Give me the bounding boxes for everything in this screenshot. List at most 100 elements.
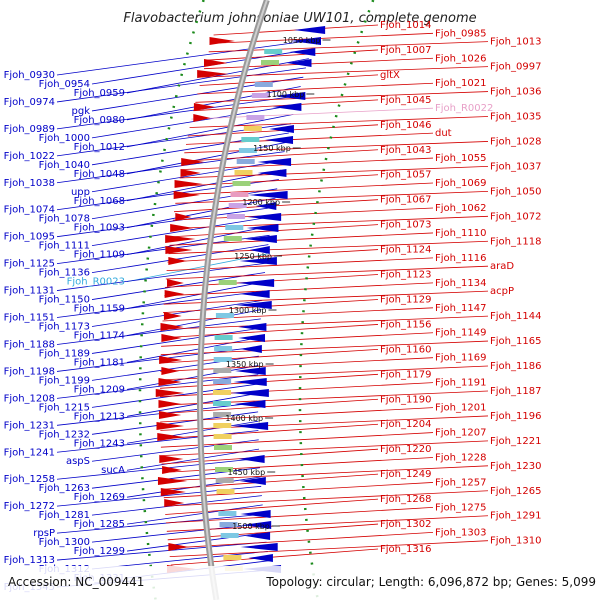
right-connector-line: [167, 249, 379, 263]
forward-feature-arrow: [156, 422, 185, 430]
forward-gene-label: Fjoh_1149: [435, 328, 486, 339]
left-connector-line: [56, 374, 259, 399]
right-connector-line: [161, 448, 379, 465]
forward-gene-label: gltX: [380, 70, 400, 81]
forward-feature-arrow: [193, 103, 216, 111]
reverse-gene-label: Fjoh_0980: [74, 115, 125, 126]
reverse-feature-arrow: [240, 543, 278, 551]
forward-gene-label: Fjoh_1014: [380, 20, 431, 31]
right-connector-line: [161, 440, 489, 456]
forward-gene-label: Fjoh_1124: [380, 245, 431, 256]
left-connector-line: [126, 365, 259, 390]
right-connector-line: [160, 340, 489, 356]
reverse-feature-arrow: [234, 367, 266, 375]
forward-gene-label: Fjoh_1110: [435, 228, 486, 239]
forward-gene-label: Fjoh_1165: [490, 336, 541, 347]
reverse-gene-label: Fjoh_1136: [39, 268, 90, 279]
cog-feature-block: [226, 214, 245, 219]
reverse-feature-arrow: [232, 422, 269, 430]
gene-labels: Fjoh_0930Fjoh_0954Fjoh_0959Fjoh_0974pgkF…: [4, 20, 542, 593]
reverse-feature-arrow: [239, 290, 270, 298]
reverse-feature-arrow: [264, 136, 294, 144]
forward-gene-label: Fjoh_1303: [435, 527, 486, 538]
left-connector-line: [126, 504, 263, 525]
forward-gene-label: Fjoh_1310: [490, 536, 541, 547]
reverse-gene-label: Fjoh_1151: [4, 313, 55, 324]
cog-feature-block: [213, 401, 231, 406]
reverse-gene-label: Fjoh_1213: [74, 411, 125, 422]
left-connector-line: [56, 513, 264, 534]
cog-feature-block: [215, 313, 234, 318]
reverse-gene-label: Fjoh_1243: [74, 438, 125, 449]
reverse-gene-label: Fjoh_1281: [39, 510, 90, 521]
forward-gene-label: Fjoh_1220: [380, 444, 431, 455]
right-connector-line: [166, 515, 489, 532]
scale-tick-label: 1200 kbp: [242, 198, 280, 207]
reverse-feature-arrow: [269, 125, 294, 133]
right-connector-line: [170, 548, 379, 566]
forward-feature-arrow: [158, 400, 182, 408]
forward-feature-arrow: [160, 323, 184, 331]
forward-feature-arrow: [157, 433, 184, 441]
cog-feature-block: [236, 159, 255, 164]
reverse-gene-label: Fjoh_0959: [74, 88, 125, 99]
scale-tick-label: 1300 kbp: [229, 306, 267, 315]
right-connector-line: [185, 132, 434, 145]
forward-gene-label: Fjoh_1067: [380, 195, 431, 206]
right-connector-line: [201, 66, 489, 78]
forward-gene-label: Fjoh_1228: [435, 453, 486, 464]
cog-feature-block: [219, 522, 238, 527]
reverse-gene-label: Fjoh_1272: [4, 501, 55, 512]
reverse-gene-label: Fjoh_1109: [74, 250, 125, 261]
forward-gene-label: Fjoh_1037: [490, 161, 541, 172]
backbone-highlight: [199, 0, 268, 600]
right-connector-line: [160, 357, 434, 372]
cog-feature-block: [216, 489, 235, 494]
left-connector-line: [126, 141, 287, 175]
forward-feature-arrow: [165, 246, 193, 254]
forward-gene-label: Fjoh_1021: [435, 78, 486, 89]
forward-gene-label: araD: [490, 261, 514, 272]
scale-tick-label: 1450 kbp: [227, 468, 265, 477]
forward-gene-label: Fjoh_1055: [435, 153, 486, 164]
forward-feature-arrow: [158, 411, 182, 419]
reverse-feature-arrow: [272, 103, 302, 111]
forward-feature-arrow: [164, 499, 185, 507]
scale-tick-label: 1050 kbp: [283, 36, 321, 45]
right-connector-line: [160, 398, 379, 414]
reverse-gene-label: Fjoh_1068: [74, 196, 125, 207]
reverse-feature-arrow: [245, 235, 277, 243]
left-connector-line: [126, 114, 294, 148]
cog-feature-block: [213, 379, 232, 384]
cog-feature-block: [214, 346, 233, 351]
reverse-gene-label: Fjoh_1269: [74, 492, 125, 503]
reverse-feature-arrow: [255, 202, 277, 210]
forward-gene-label: Fjoh_1207: [435, 428, 486, 439]
forward-gene-label: Fjoh_1249: [380, 469, 431, 480]
right-connector-line: [199, 74, 379, 86]
reverse-feature-arrow: [234, 400, 266, 408]
forward-feature-arrow: [162, 466, 182, 474]
cog-feature-block: [228, 203, 247, 208]
cog-feature-block: [232, 181, 251, 186]
right-connector-line: [164, 490, 489, 507]
forward-feature-arrow: [168, 257, 188, 265]
forward-gene-label: Fjoh_1035: [490, 112, 541, 123]
forward-gene-label: Fjoh_1275: [435, 502, 486, 513]
cog-feature-block: [264, 49, 283, 54]
reverse-gene-label: Fjoh_1093: [74, 223, 125, 234]
reverse-feature-arrow: [246, 224, 279, 232]
forward-gene-label: Fjoh_1043: [380, 145, 431, 156]
forward-feature-arrow: [181, 158, 205, 166]
cog-feature-block: [213, 368, 232, 373]
cog-feature-block: [230, 192, 249, 197]
forward-gene-label: Fjoh_1257: [435, 478, 486, 489]
reverse-gene-label: Fjoh_1198: [4, 366, 55, 377]
reverse-gene-label: Fjoh_1173: [39, 322, 90, 333]
reverse-gene-label: Fjoh_1313: [4, 555, 55, 566]
forward-feature-arrow: [164, 290, 185, 298]
reverse-gene-label: Fjoh_1199: [39, 375, 90, 386]
reverse-feature-arrow: [238, 334, 266, 342]
reverse-gene-label: Fjoh_1299: [74, 546, 125, 557]
right-connector-line: [163, 482, 434, 499]
